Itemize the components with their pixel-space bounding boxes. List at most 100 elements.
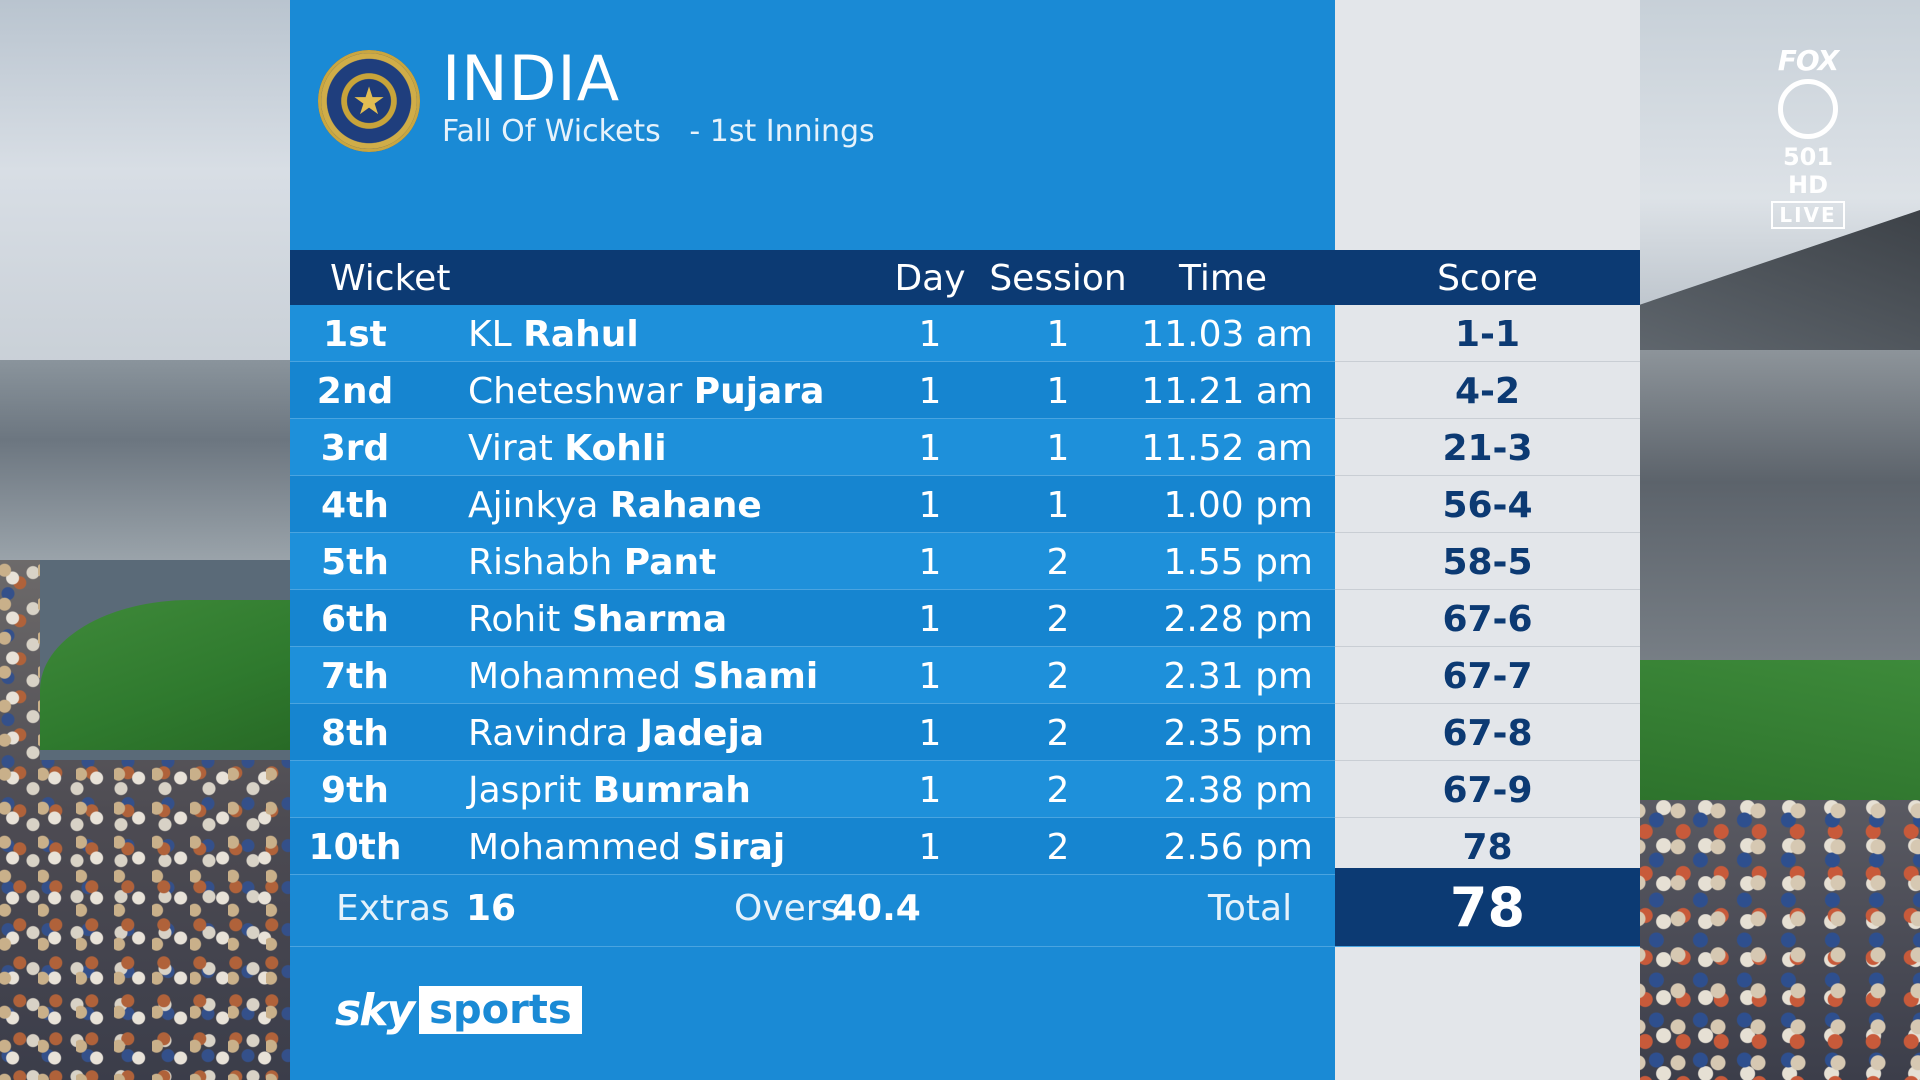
batter-first-name: Ravindra: [468, 713, 629, 754]
wicket-score: 58-5: [1442, 542, 1533, 583]
table-row: 8th Ravindra Jadeja 1 2 2.35 pm 67-8: [290, 704, 1640, 761]
table-row: 3rd Virat Kohli 1 1 11.52 am 21-3: [290, 419, 1640, 476]
total-value: 78: [1335, 868, 1640, 946]
wicket-time: 2.31 pm: [1163, 656, 1313, 697]
scorecard-header: ★ INDIA Fall Of Wickets - 1st Innings: [290, 0, 1335, 250]
sky-left: [0, 0, 290, 380]
table-row: 2nd Cheteshwar Pujara 1 1 11.21 am 4-2: [290, 362, 1640, 419]
wicket-day: 1: [918, 371, 942, 412]
wicket-day: 1: [918, 428, 942, 469]
batter-first-name: Mohammed: [468, 827, 682, 868]
batter-first-name: KL: [468, 314, 512, 355]
table-header: Wicket Day Session Time Score: [290, 250, 1640, 305]
wicket-ordinal: 6th: [321, 599, 389, 640]
total-label: Total: [1208, 888, 1293, 929]
header-day: Day: [894, 258, 966, 299]
wicket-session: 1: [1046, 485, 1070, 526]
wicket-ordinal: 8th: [321, 713, 389, 754]
batter-first-name: Rishabh: [468, 542, 613, 583]
batter-last-name: Sharma: [571, 599, 728, 640]
innings-subtitle: Fall Of Wickets - 1st Innings: [442, 114, 875, 149]
wicket-time: 1.00 pm: [1163, 485, 1313, 526]
wicket-ordinal: 10th: [308, 827, 402, 868]
wicket-day: 1: [918, 485, 942, 526]
wicket-score: 67-8: [1442, 713, 1533, 754]
wicket-session: 2: [1046, 656, 1070, 697]
wicket-ordinal: 9th: [321, 770, 389, 811]
wicket-ordinal: 7th: [321, 656, 389, 697]
batter-first-name: Rohit: [468, 599, 561, 640]
wicket-day: 1: [918, 827, 942, 868]
channel-bug: FOX 501 HD LIVE: [1762, 44, 1854, 229]
fox-cricket-ball-icon: [1778, 79, 1838, 139]
overs-value: 40.4: [832, 888, 921, 929]
wicket-score: 78: [1462, 827, 1513, 868]
wicket-score: 67-6: [1442, 599, 1533, 640]
batter-name: Jasprit Bumrah: [468, 770, 751, 811]
header-wicket: Wicket: [330, 258, 451, 299]
wicket-session: 1: [1046, 314, 1070, 355]
wicket-session: 2: [1046, 713, 1070, 754]
batter-first-name: Virat: [468, 428, 553, 469]
extras-label: Extras: [336, 888, 450, 929]
wicket-time: 1.55 pm: [1163, 542, 1313, 583]
wicket-session: 2: [1046, 599, 1070, 640]
wicket-ordinal: 5th: [321, 542, 389, 583]
batter-name: KL Rahul: [468, 314, 639, 355]
wicket-ordinal: 1st: [323, 314, 387, 355]
batter-name: Mohammed Shami: [468, 656, 818, 697]
batter-name: Mohammed Siraj: [468, 827, 785, 868]
extras-value: 16: [466, 888, 517, 929]
table-row: 5th Rishabh Pant 1 2 1.55 pm 58-5: [290, 533, 1640, 590]
wicket-session: 2: [1046, 827, 1070, 868]
wickets-table: 1st KL Rahul 1 1 11.03 am 1-1 2nd Chetes…: [290, 305, 1640, 875]
wicket-score: 67-7: [1442, 656, 1533, 697]
batter-first-name: Ajinkya: [468, 485, 599, 526]
batter-last-name: Siraj: [692, 827, 786, 868]
crowd-right: [1630, 800, 1920, 1080]
batter-last-name: Shami: [692, 656, 819, 697]
wicket-session: 1: [1046, 371, 1070, 412]
wicket-score: 56-4: [1442, 485, 1533, 526]
batter-last-name: Rahul: [523, 314, 639, 355]
wicket-time: 2.38 pm: [1163, 770, 1313, 811]
wicket-score: 21-3: [1442, 428, 1533, 469]
wicket-time: 11.52 am: [1141, 428, 1313, 469]
batter-name: Virat Kohli: [468, 428, 667, 469]
sky-sports-logo: sky sports: [335, 984, 582, 1036]
batter-name: Ravindra Jadeja: [468, 713, 764, 754]
wicket-ordinal: 3rd: [320, 428, 390, 469]
batter-last-name: Bumrah: [592, 770, 751, 811]
stand-left: [0, 360, 290, 560]
wicket-time: 2.28 pm: [1163, 599, 1313, 640]
batter-name: Rishabh Pant: [468, 542, 716, 583]
batter-last-name: Pant: [623, 542, 717, 583]
wicket-session: 2: [1046, 770, 1070, 811]
channel-brand: FOX: [1777, 44, 1840, 77]
outfield-left: [40, 600, 290, 750]
header-time: Time: [1178, 258, 1268, 299]
wicket-session: 1: [1046, 428, 1070, 469]
table-row: 1st KL Rahul 1 1 11.03 am 1-1: [290, 305, 1640, 362]
sports-wordmark: sports: [419, 986, 582, 1034]
team-name: INDIA: [442, 42, 621, 115]
table-row: 10th Mohammed Siraj 1 2 2.56 pm 78: [290, 818, 1640, 875]
header-score: Score: [1437, 258, 1538, 299]
batter-last-name: Jadeja: [639, 713, 765, 754]
sky-wordmark: sky: [335, 984, 415, 1036]
wicket-score: 1-1: [1454, 314, 1521, 355]
wicket-session: 2: [1046, 542, 1070, 583]
batter-first-name: Cheteshwar: [468, 371, 683, 412]
wicket-day: 1: [918, 713, 942, 754]
wicket-time: 11.03 am: [1141, 314, 1313, 355]
wicket-time: 11.21 am: [1141, 371, 1313, 412]
stand-right: [1630, 350, 1920, 680]
header-session: Session: [989, 258, 1127, 299]
table-row: 9th Jasprit Bumrah 1 2 2.38 pm 67-9: [290, 761, 1640, 818]
wicket-time: 2.35 pm: [1163, 713, 1313, 754]
wicket-time: 2.56 pm: [1163, 827, 1313, 868]
batter-last-name: Kohli: [564, 428, 667, 469]
batter-first-name: Jasprit: [468, 770, 582, 811]
batter-last-name: Rahane: [609, 485, 762, 526]
